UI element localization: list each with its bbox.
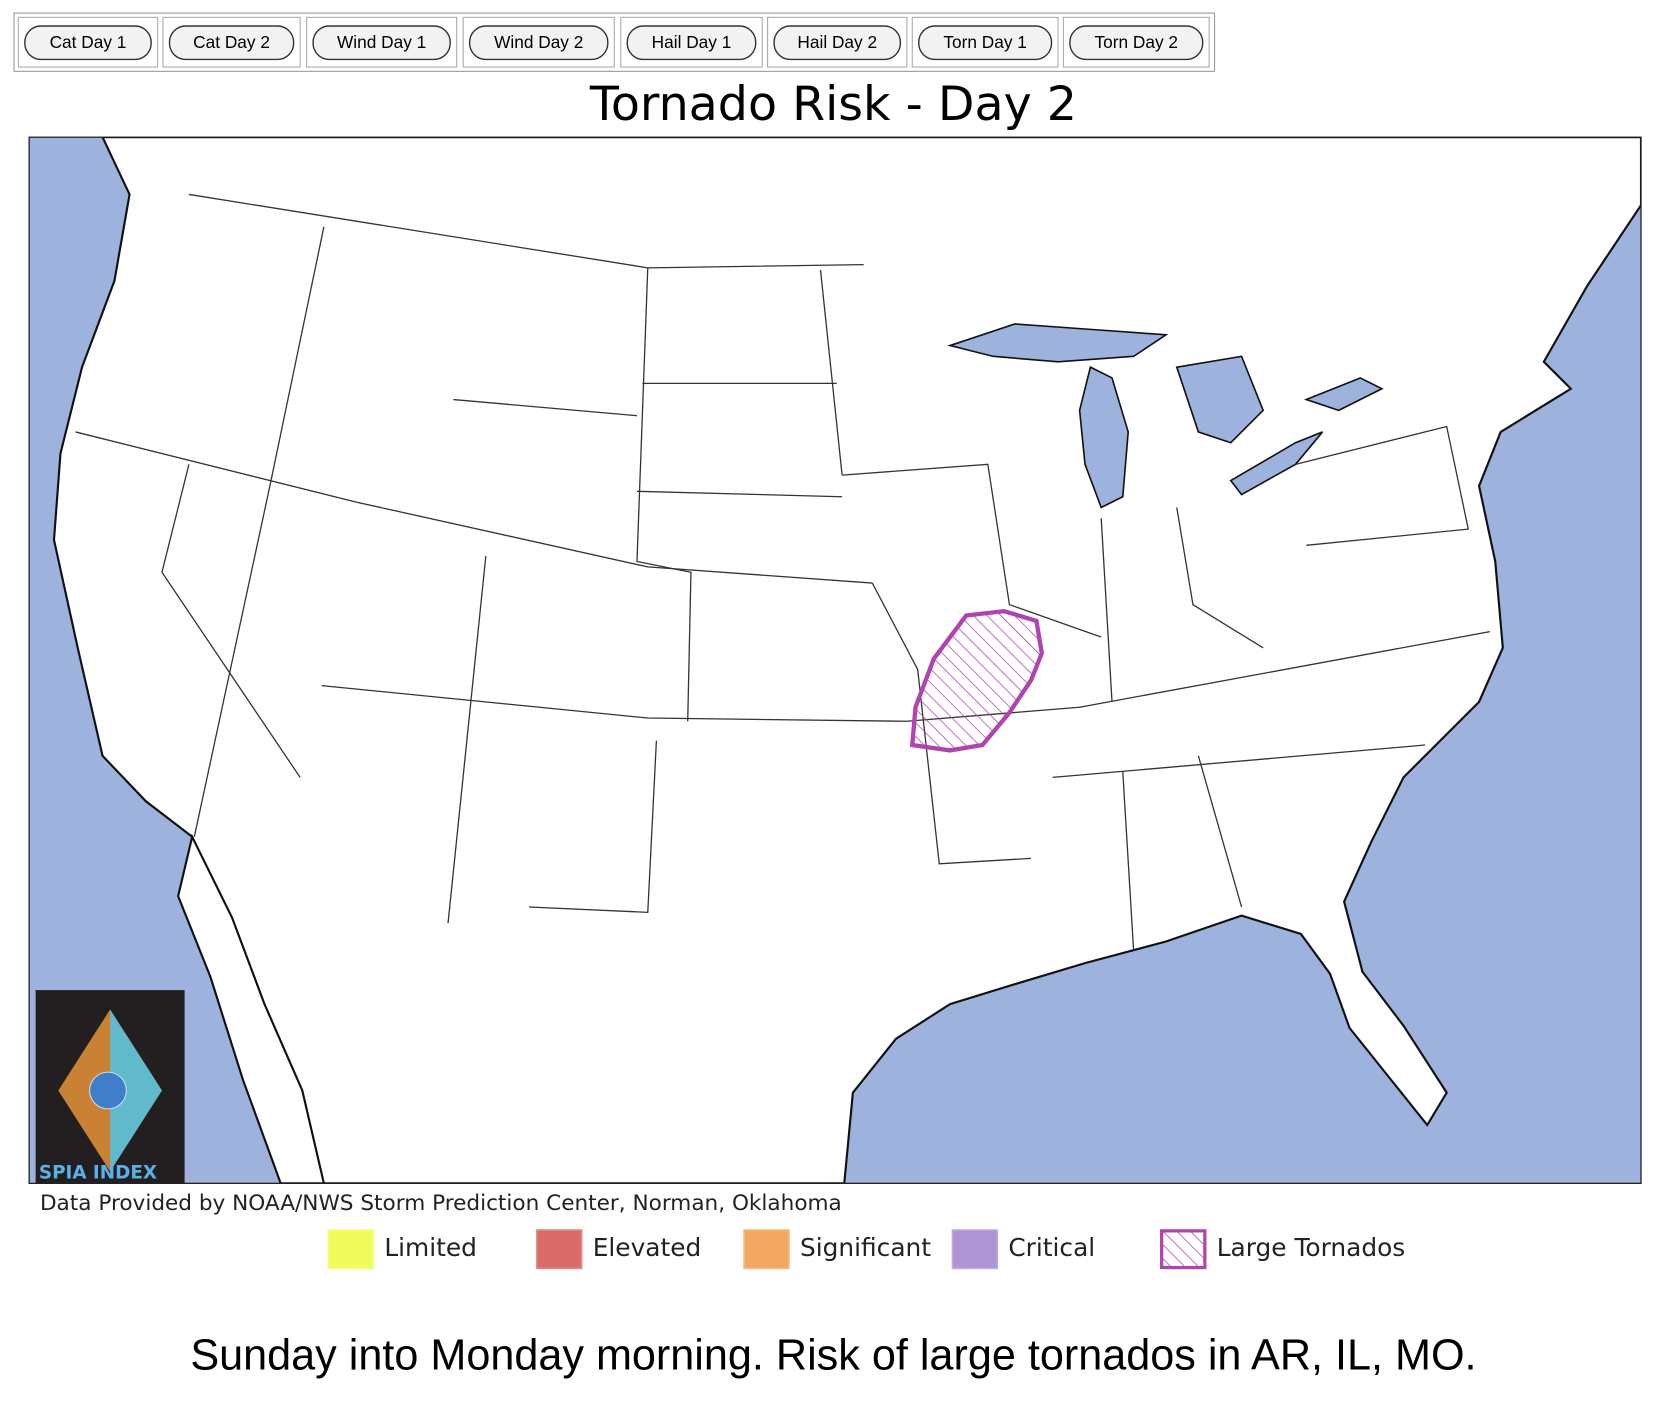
border <box>321 685 907 722</box>
button-pill[interactable] <box>168 25 295 61</box>
border <box>842 463 1102 638</box>
lake-michigan <box>1078 365 1130 509</box>
map-frame <box>28 136 1642 1184</box>
tab-button[interactable]: Hail Day 2 <box>773 25 902 61</box>
button-label[interactable]: Wind Day 1 <box>337 32 426 52</box>
lake-superior <box>947 323 1169 363</box>
border <box>193 226 325 837</box>
border <box>1122 771 1135 951</box>
border <box>1176 507 1264 649</box>
legend-label: Limited <box>384 1233 477 1262</box>
button-label[interactable]: Wind Day 2 <box>494 32 583 52</box>
button-label[interactable]: Hail Day 2 <box>797 32 877 52</box>
legend: Limited Elevated Significant Critical Large … <box>327 1229 1406 1270</box>
tab-button[interactable]: Wind Day 2 <box>468 25 609 61</box>
lake-erie <box>1229 431 1324 496</box>
logo-diamond-right <box>110 1009 162 1172</box>
tab-bar: Cat Day 1 Cat Day 2 Wind Day 1 Wind Day 2 Ha… <box>13 12 1216 72</box>
border <box>161 464 301 778</box>
button-pill[interactable] <box>918 25 1053 61</box>
border <box>819 269 843 476</box>
border <box>871 582 1032 865</box>
baja <box>177 833 325 1184</box>
lake-ontario <box>1303 377 1384 412</box>
border <box>453 398 638 417</box>
border <box>636 490 843 498</box>
button-pill[interactable] <box>468 25 609 61</box>
button-label[interactable]: Cat Day 2 <box>193 32 270 52</box>
border <box>1052 744 1426 779</box>
border <box>1197 755 1243 908</box>
legend-swatch <box>536 1229 583 1270</box>
legend-label: Critical <box>1008 1233 1095 1262</box>
tab-button[interactable]: Torn Day 1 <box>918 25 1053 61</box>
legend-swatch <box>743 1229 790 1270</box>
map-title: Tornado Risk - Day 2 <box>589 77 1077 132</box>
land <box>52 137 1642 1184</box>
button-pill[interactable] <box>626 25 757 61</box>
legend-swatch <box>951 1229 999 1270</box>
tab-button[interactable]: Torn Day 2 <box>1069 25 1204 61</box>
border <box>188 193 864 269</box>
button-label[interactable]: Hail Day 1 <box>652 32 732 52</box>
caption: Sunday into Monday morning. Risk of larg… <box>190 1332 1476 1380</box>
tab-button[interactable]: Cat Day 1 <box>24 25 152 61</box>
map: SPIA INDEX <box>29 137 1642 1184</box>
button-label[interactable]: Torn Day 2 <box>1095 32 1179 52</box>
legend-swatch <box>327 1229 375 1270</box>
tab-button[interactable]: Cat Day 2 <box>168 25 295 61</box>
legend-label: Significant <box>800 1233 931 1262</box>
great-lakes <box>947 323 1384 509</box>
button-pill[interactable] <box>312 25 451 61</box>
lake-huron <box>1175 355 1265 444</box>
legend-swatch <box>1160 1229 1207 1270</box>
button-pill[interactable] <box>24 25 152 61</box>
spia-logo: SPIA INDEX <box>35 990 185 1184</box>
button-pill[interactable] <box>773 25 902 61</box>
border <box>1100 518 1113 702</box>
button-label[interactable]: Cat Day 1 <box>50 32 127 52</box>
tab-button[interactable]: Hail Day 1 <box>626 25 757 61</box>
border <box>636 267 692 722</box>
border <box>75 431 873 584</box>
border <box>528 740 658 914</box>
legend-label: Elevated <box>593 1233 702 1262</box>
tab-button[interactable]: Wind Day 1 <box>312 25 451 61</box>
border <box>1295 425 1470 546</box>
button-label[interactable]: Torn Day 1 <box>943 32 1027 52</box>
legend-label: Large Tornados <box>1217 1233 1406 1262</box>
logo-text: SPIA INDEX <box>39 1163 157 1184</box>
logo-globe <box>89 1071 127 1110</box>
large-tornado-area <box>909 608 1045 753</box>
border <box>447 556 487 924</box>
credit: Data Provided by NOAA/NWS Storm Predicti… <box>40 1191 842 1216</box>
button-pill[interactable] <box>1069 25 1204 61</box>
